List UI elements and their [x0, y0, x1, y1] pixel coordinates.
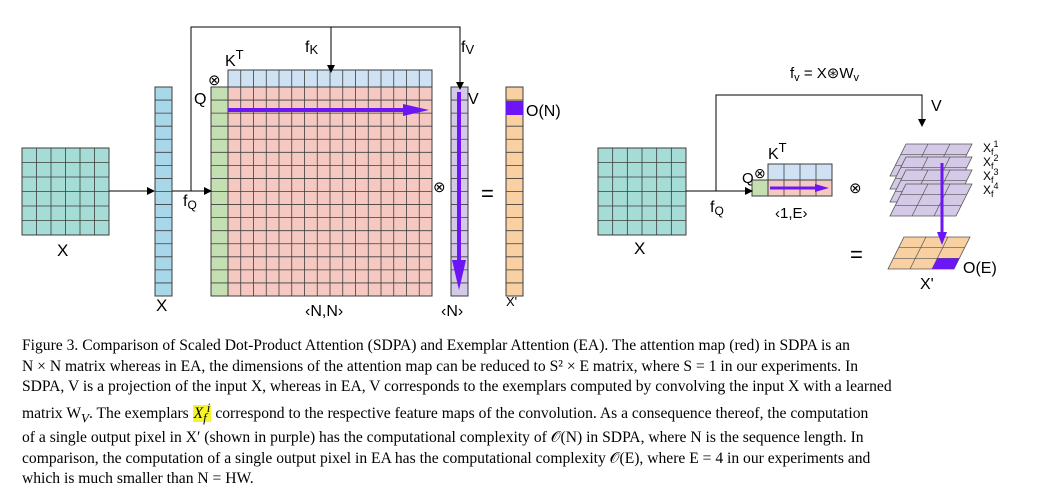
attention-diagram: X X fQ fK fV Q KT ⊗ ⊗ V = O(N) ‹N,N› ‹N›… [21, 26, 999, 320]
sequence-x-label: X [156, 296, 167, 315]
equals-sign: = [481, 181, 494, 206]
caption-line: of a single output pixel in X′ (shown in… [22, 429, 864, 447]
ea-connectors [686, 94, 926, 195]
input-image-grid [21, 147, 110, 236]
input-x-label: X [57, 241, 68, 260]
fq-label: fQ [183, 193, 197, 212]
on-label: O(N) [526, 103, 561, 120]
caption-line: matrix WV. The exemplars Xfi correspond … [22, 399, 869, 425]
exemplar-label: Xf1 [983, 139, 999, 157]
purple-arrows [228, 92, 947, 290]
oe-label: O(E) [963, 260, 997, 277]
exemplar-label: Xf3 [983, 167, 999, 185]
exemplar-label: Xf2 [983, 153, 999, 171]
xprime-label: X' [506, 294, 517, 309]
output-pixel-oe [932, 258, 960, 269]
ea-fq-label: fQ [710, 199, 724, 218]
fk-label: fK [305, 39, 318, 57]
caption-line: which is much smaller than N = HW. [22, 470, 254, 488]
ea-input-image-grid [597, 147, 687, 236]
exemplar-label: Xf4 [983, 181, 999, 199]
ea-otimes-av: ⊗ [849, 180, 862, 197]
otimes-qk: ⊗ [208, 72, 221, 89]
ea-output-xprime-plane [887, 236, 971, 270]
fv-label: fV [461, 39, 474, 57]
fv-equation: fv = X⊛Wv [790, 65, 860, 84]
caption-line: Figure 3. Comparison of Scaled Dot-Produ… [22, 337, 850, 354]
exemplar-plane-4 [889, 183, 973, 217]
v-label: V [468, 91, 479, 108]
ea-otimes-qk: ⊗ [754, 165, 766, 181]
exemplar-highlight: Xfi [192, 399, 212, 425]
sequence-x-grid [154, 86, 173, 297]
output-xprime-grid [505, 86, 524, 297]
sdpa-connectors [109, 26, 464, 195]
q-label: Q [194, 91, 206, 108]
nn-label: ‹N,N› [305, 303, 343, 320]
ea-query-q-grid [751, 179, 769, 197]
ea-equals-sign: = [850, 242, 863, 267]
query-q-grid [210, 86, 229, 297]
ea-input-x-label: X [634, 239, 645, 258]
ea-kt-label: KT [768, 140, 787, 163]
sdpa-labels: X X fQ fK fV Q KT ⊗ ⊗ V = O(N) ‹N,N› ‹N›… [57, 39, 561, 320]
caption-line: comparison, the computation of a single … [22, 449, 871, 467]
ea-key-kt-grid [767, 163, 833, 181]
key-kt-grid [227, 69, 433, 88]
otimes-av: ⊗ [433, 179, 446, 196]
attention-map-grid [227, 86, 433, 297]
n-label: ‹N› [441, 303, 463, 320]
kt-label: KT [225, 47, 244, 70]
figure-caption: Figure 3. Comparison of Scaled Dot-Produ… [22, 336, 1018, 490]
ea-v-label: V [931, 98, 942, 115]
ea-xprime-label: X' [920, 276, 934, 293]
caption-line: N × N matrix whereas in EA, the dimensio… [22, 357, 859, 375]
caption-line: SDPA, V is a projection of the input X, … [22, 378, 892, 395]
ea-q-label: Q [742, 170, 754, 187]
ea-labels: X fQ fv = X⊛Wv V Q KT ⊗ ⊗ ‹1,E› = O(E) X… [634, 65, 999, 293]
e-label: ‹1,E› [775, 205, 808, 222]
output-pixel-on [506, 101, 523, 115]
